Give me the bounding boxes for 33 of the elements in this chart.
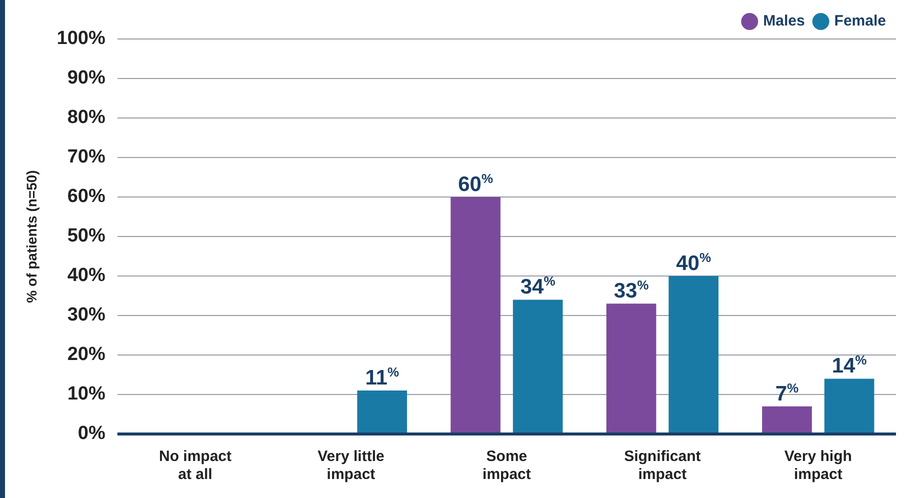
x-tick-label: Significant impact xyxy=(624,448,701,484)
data-label: 7% xyxy=(775,380,800,406)
bar xyxy=(357,390,408,434)
y-tick-label: 20% xyxy=(67,344,106,366)
x-tick-label: Very high impact xyxy=(784,448,852,484)
legend-label: Female xyxy=(834,12,886,30)
data-label: 34% xyxy=(520,274,556,299)
y-tick-label: 40% xyxy=(67,265,106,286)
bar xyxy=(512,300,563,434)
y-tick-label: 50% xyxy=(67,226,106,247)
y-tick-label: 80% xyxy=(67,107,106,128)
y-tick-label: 100% xyxy=(56,28,106,50)
bar xyxy=(450,197,500,434)
data-label: 11% xyxy=(365,364,400,390)
data-label: 40% xyxy=(676,250,712,275)
x-tick-label: Very little impact xyxy=(318,448,384,484)
y-axis-title: % of patients (n=50) xyxy=(23,170,40,303)
data-label: 14% xyxy=(832,352,868,378)
bar xyxy=(606,304,656,434)
y-tick-label: 0% xyxy=(78,423,106,444)
data-label: 33% xyxy=(614,278,650,303)
x-tick-label: No impact at all xyxy=(158,448,232,484)
legend-label: Males xyxy=(763,12,805,30)
x-tick-label: Some impact xyxy=(482,448,531,484)
y-tick-label: 60% xyxy=(67,186,106,208)
bar xyxy=(668,276,718,434)
y-tick-label: 30% xyxy=(67,304,106,326)
bar xyxy=(824,378,874,434)
y-tick-label: 70% xyxy=(67,146,106,168)
bar xyxy=(762,406,812,434)
y-tick-label: 90% xyxy=(67,68,106,89)
y-tick-label: 10% xyxy=(67,384,106,405)
data-label: 60% xyxy=(458,171,494,196)
